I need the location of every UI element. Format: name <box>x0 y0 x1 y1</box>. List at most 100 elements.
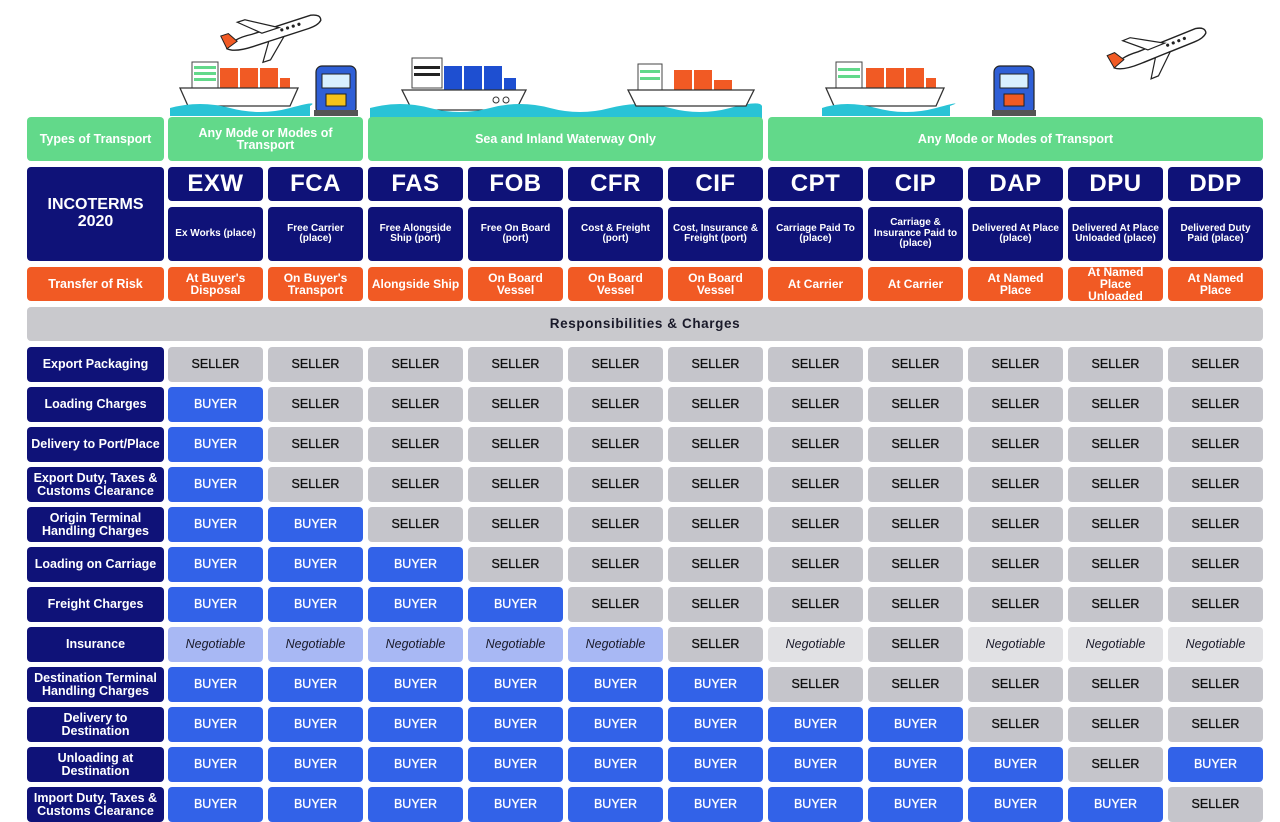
cell-loading-on-carriage-fob: SELLER <box>468 547 563 582</box>
transport-group-sea: Sea and Inland Waterway Only <box>368 117 763 161</box>
cell-delivery-to-port-place-cfr: SELLER <box>568 427 663 462</box>
cell-export-packaging-cif: SELLER <box>668 347 763 382</box>
cargo-ship-icon <box>822 61 956 116</box>
cell-delivery-to-destination-fas: BUYER <box>368 707 463 742</box>
term-name-cif: Cost, Insurance & Freight (port) <box>668 207 763 261</box>
cell-origin-terminal-handling-charges-fca: BUYER <box>268 507 363 542</box>
cell-insurance-ddp: Negotiable <box>1168 627 1263 662</box>
cell-import-duty-taxes-customs-clearance-dap: BUYER <box>968 787 1063 822</box>
transport-group-any-mode-2: Any Mode or Modes of Transport <box>768 117 1263 161</box>
term-name-cfr: Cost & Freight (port) <box>568 207 663 261</box>
cell-unloading-at-destination-ddp: BUYER <box>1168 747 1263 782</box>
transport-types-label: Types of Transport <box>27 117 164 161</box>
cell-export-duty-taxes-customs-clearance-cfr: SELLER <box>568 467 663 502</box>
cell-loading-on-carriage-ddp: SELLER <box>1168 547 1263 582</box>
cell-delivery-to-destination-dap: SELLER <box>968 707 1063 742</box>
term-name-fas: Free Alongside Ship (port) <box>368 207 463 261</box>
cell-export-packaging-cpt: SELLER <box>768 347 863 382</box>
cell-unloading-at-destination-fca: BUYER <box>268 747 363 782</box>
cell-export-packaging-ddp: SELLER <box>1168 347 1263 382</box>
cell-export-duty-taxes-customs-clearance-ddp: SELLER <box>1168 467 1263 502</box>
truck-icon <box>314 65 358 116</box>
cell-loading-charges-dpu: SELLER <box>1068 387 1163 422</box>
cell-destination-terminal-handling-charges-dpu: SELLER <box>1068 667 1163 702</box>
risk-transfer-fob: On Board Vessel <box>468 267 563 301</box>
cell-delivery-to-destination-exw: BUYER <box>168 707 263 742</box>
row-label-destination-terminal-handling-charges: Destination Terminal Handling Charges <box>27 667 164 702</box>
cell-insurance-cpt: Negotiable <box>768 627 863 662</box>
term-code-fca: FCA <box>268 167 363 201</box>
cell-unloading-at-destination-dpu: SELLER <box>1068 747 1163 782</box>
risk-transfer-cif: On Board Vessel <box>668 267 763 301</box>
cell-loading-charges-dap: SELLER <box>968 387 1063 422</box>
term-code-fas: FAS <box>368 167 463 201</box>
cell-export-duty-taxes-customs-clearance-fas: SELLER <box>368 467 463 502</box>
term-name-exw: Ex Works (place) <box>168 207 263 261</box>
row-label-export-packaging: Export Packaging <box>27 347 164 382</box>
cell-freight-charges-cfr: SELLER <box>568 587 663 622</box>
cell-import-duty-taxes-customs-clearance-cip: BUYER <box>868 787 963 822</box>
cell-export-duty-taxes-customs-clearance-cpt: SELLER <box>768 467 863 502</box>
cell-loading-charges-fob: SELLER <box>468 387 563 422</box>
cell-delivery-to-destination-ddp: SELLER <box>1168 707 1263 742</box>
cell-export-packaging-fob: SELLER <box>468 347 563 382</box>
cell-insurance-cip: SELLER <box>868 627 963 662</box>
cell-loading-charges-cip: SELLER <box>868 387 963 422</box>
cell-export-packaging-cfr: SELLER <box>568 347 663 382</box>
cell-origin-terminal-handling-charges-cip: SELLER <box>868 507 963 542</box>
cell-unloading-at-destination-cif: BUYER <box>668 747 763 782</box>
cell-loading-charges-exw: BUYER <box>168 387 263 422</box>
sea-wave <box>370 103 762 118</box>
cell-export-duty-taxes-customs-clearance-fca: SELLER <box>268 467 363 502</box>
responsibilities-banner: Responsibilities & Charges <box>27 307 1263 341</box>
cell-unloading-at-destination-cpt: BUYER <box>768 747 863 782</box>
incoterms-title: INCOTERMS 2020 <box>27 167 164 261</box>
risk-transfer-cpt: At Carrier <box>768 267 863 301</box>
cell-delivery-to-destination-cif: BUYER <box>668 707 763 742</box>
row-label-freight-charges: Freight Charges <box>27 587 164 622</box>
cell-origin-terminal-handling-charges-exw: BUYER <box>168 507 263 542</box>
cell-destination-terminal-handling-charges-cpt: SELLER <box>768 667 863 702</box>
risk-transfer-fca: On Buyer's Transport <box>268 267 363 301</box>
term-code-exw: EXW <box>168 167 263 201</box>
row-label-delivery-to-port-place: Delivery to Port/Place <box>27 427 164 462</box>
cell-export-packaging-fas: SELLER <box>368 347 463 382</box>
cell-destination-terminal-handling-charges-dap: SELLER <box>968 667 1063 702</box>
cell-freight-charges-cif: SELLER <box>668 587 763 622</box>
cell-destination-terminal-handling-charges-cif: BUYER <box>668 667 763 702</box>
cell-destination-terminal-handling-charges-exw: BUYER <box>168 667 263 702</box>
term-code-cfr: CFR <box>568 167 663 201</box>
cell-export-packaging-exw: SELLER <box>168 347 263 382</box>
term-code-cif: CIF <box>668 167 763 201</box>
cell-delivery-to-destination-fca: BUYER <box>268 707 363 742</box>
cell-loading-charges-fca: SELLER <box>268 387 363 422</box>
cell-origin-terminal-handling-charges-cif: SELLER <box>668 507 763 542</box>
truck-icon <box>992 65 1036 116</box>
cell-insurance-dap: Negotiable <box>968 627 1063 662</box>
term-code-dpu: DPU <box>1068 167 1163 201</box>
cell-insurance-dpu: Negotiable <box>1068 627 1163 662</box>
row-label-import-duty-taxes-customs-clearance: Import Duty, Taxes & Customs Clearance <box>27 787 164 822</box>
cell-freight-charges-dpu: SELLER <box>1068 587 1163 622</box>
container-ship-icon <box>400 57 528 111</box>
cell-delivery-to-port-place-cif: SELLER <box>668 427 763 462</box>
transport-group-any-mode-1: Any Mode or Modes of Transport <box>168 117 363 161</box>
cell-import-duty-taxes-customs-clearance-fob: BUYER <box>468 787 563 822</box>
term-code-cip: CIP <box>868 167 963 201</box>
cell-unloading-at-destination-cip: BUYER <box>868 747 963 782</box>
cell-origin-terminal-handling-charges-fas: SELLER <box>368 507 463 542</box>
cell-destination-terminal-handling-charges-cfr: BUYER <box>568 667 663 702</box>
cell-loading-charges-cfr: SELLER <box>568 387 663 422</box>
cell-export-packaging-cip: SELLER <box>868 347 963 382</box>
cell-origin-terminal-handling-charges-dpu: SELLER <box>1068 507 1163 542</box>
risk-transfer-fas: Alongside Ship <box>368 267 463 301</box>
cell-destination-terminal-handling-charges-fas: BUYER <box>368 667 463 702</box>
cell-loading-on-carriage-dpu: SELLER <box>1068 547 1163 582</box>
cell-import-duty-taxes-customs-clearance-dpu: BUYER <box>1068 787 1163 822</box>
cell-export-duty-taxes-customs-clearance-cip: SELLER <box>868 467 963 502</box>
term-code-fob: FOB <box>468 167 563 201</box>
cell-insurance-cif: SELLER <box>668 627 763 662</box>
cell-loading-on-carriage-cif: SELLER <box>668 547 763 582</box>
cell-loading-charges-ddp: SELLER <box>1168 387 1263 422</box>
cell-delivery-to-destination-fob: BUYER <box>468 707 563 742</box>
